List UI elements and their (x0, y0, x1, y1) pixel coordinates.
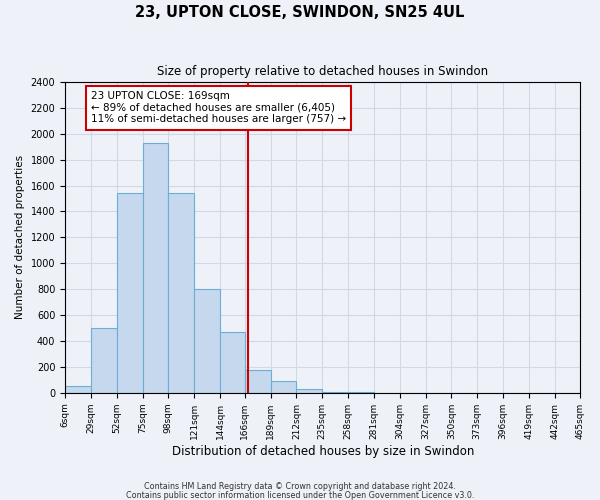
Bar (220, 332, 245, 393)
Bar (194, 289, 220, 393)
X-axis label: Distribution of detached houses by size in Swindon: Distribution of detached houses by size … (172, 444, 474, 458)
Bar (116, 194, 143, 393)
Bar (143, 143, 169, 393)
Text: 23, UPTON CLOSE, SWINDON, SN25 4UL: 23, UPTON CLOSE, SWINDON, SN25 4UL (136, 5, 464, 20)
Title: Size of property relative to detached houses in Swindon: Size of property relative to detached ho… (157, 65, 488, 78)
Text: Contains HM Land Registry data © Crown copyright and database right 2024.: Contains HM Land Registry data © Crown c… (144, 482, 456, 491)
Bar (322, 392, 348, 393)
Text: 23 UPTON CLOSE: 169sqm
← 89% of detached houses are smaller (6,405)
11% of semi-: 23 UPTON CLOSE: 169sqm ← 89% of detached… (91, 92, 346, 124)
Bar (271, 381, 296, 393)
Bar (169, 194, 194, 393)
Bar (348, 392, 374, 393)
Bar (245, 370, 271, 393)
Bar (296, 389, 322, 393)
Bar (65, 386, 91, 393)
Y-axis label: Number of detached properties: Number of detached properties (15, 156, 25, 320)
Text: Contains public sector information licensed under the Open Government Licence v3: Contains public sector information licen… (126, 490, 474, 500)
Bar (91, 328, 116, 393)
